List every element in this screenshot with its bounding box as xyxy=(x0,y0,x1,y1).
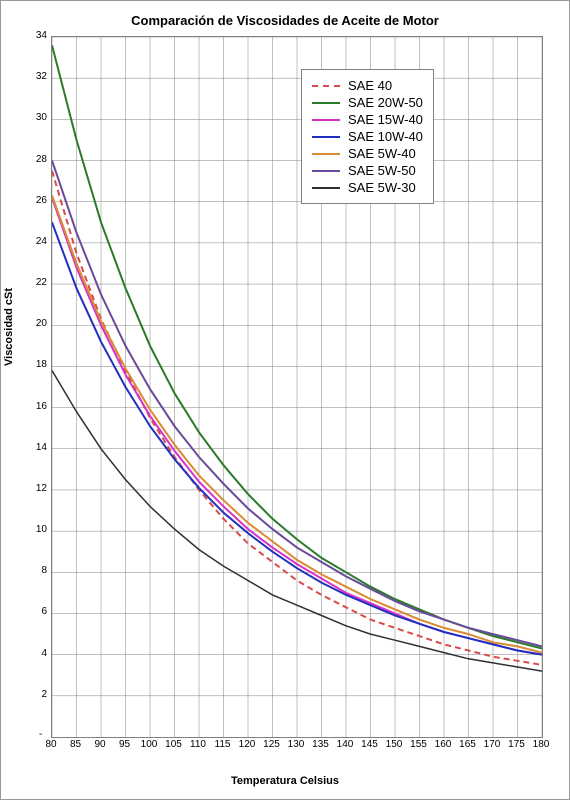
y-tick-label: 22 xyxy=(23,277,47,288)
x-tick-label: 100 xyxy=(137,739,161,750)
legend-item: SAE 5W-30 xyxy=(312,180,423,195)
x-tick-label: 145 xyxy=(358,739,382,750)
x-tick-label: 115 xyxy=(211,739,235,750)
legend-label: SAE 40 xyxy=(348,78,392,93)
y-tick-label: 30 xyxy=(23,112,47,123)
legend-item: SAE 15W-40 xyxy=(312,112,423,127)
legend-swatch xyxy=(312,170,340,172)
x-tick-label: 130 xyxy=(284,739,308,750)
x-tick-label: 140 xyxy=(333,739,357,750)
x-axis-label: Temperatura Celsius xyxy=(1,775,569,787)
y-tick-label: 2 xyxy=(23,689,47,700)
x-tick-label: 135 xyxy=(309,739,333,750)
legend-label: SAE 10W-40 xyxy=(348,129,423,144)
legend-label: SAE 5W-40 xyxy=(348,146,416,161)
legend-swatch xyxy=(312,102,340,104)
y-tick-label: 16 xyxy=(23,401,47,412)
y-tick-label: 26 xyxy=(23,195,47,206)
legend-label: SAE 5W-50 xyxy=(348,163,416,178)
legend-swatch xyxy=(312,136,340,138)
y-axis-label: Viscosidad cSt xyxy=(3,288,15,366)
legend-item: SAE 10W-40 xyxy=(312,129,423,144)
legend-swatch xyxy=(312,153,340,155)
x-tick-label: 125 xyxy=(260,739,284,750)
legend: SAE 40 SAE 20W-50 SAE 15W-40 SAE 10W-40 SAE … xyxy=(301,69,434,204)
legend-swatch xyxy=(312,187,340,189)
y-tick-label: 20 xyxy=(23,318,47,329)
x-tick-label: 110 xyxy=(186,739,210,750)
y-tick-label: 4 xyxy=(23,648,47,659)
x-tick-label: 95 xyxy=(113,739,137,750)
y-tick-label: 10 xyxy=(23,524,47,535)
chart-title: Comparación de Viscosidades de Aceite de… xyxy=(1,13,569,28)
x-tick-label: 105 xyxy=(162,739,186,750)
legend-item: SAE 5W-40 xyxy=(312,146,423,161)
y-tick-label: 28 xyxy=(23,154,47,165)
plot-area xyxy=(51,36,543,738)
y-tick-label: 8 xyxy=(23,565,47,576)
legend-swatch xyxy=(312,119,340,121)
x-tick-label: 120 xyxy=(235,739,259,750)
x-tick-label: 80 xyxy=(39,739,63,750)
y-tick-label: 34 xyxy=(23,30,47,41)
legend-swatch xyxy=(312,85,340,87)
y-tick-label: 6 xyxy=(23,606,47,617)
x-tick-label: 155 xyxy=(407,739,431,750)
x-tick-label: 160 xyxy=(431,739,455,750)
x-tick-label: 175 xyxy=(505,739,529,750)
legend-label: SAE 20W-50 xyxy=(348,95,423,110)
legend-label: SAE 15W-40 xyxy=(348,112,423,127)
legend-item: SAE 20W-50 xyxy=(312,95,423,110)
x-tick-label: 85 xyxy=(64,739,88,750)
legend-label: SAE 5W-30 xyxy=(348,180,416,195)
x-tick-label: 90 xyxy=(88,739,112,750)
legend-item: SAE 40 xyxy=(312,78,423,93)
y-tick-label: 32 xyxy=(23,71,47,82)
x-tick-label: 165 xyxy=(456,739,480,750)
x-tick-label: 170 xyxy=(480,739,504,750)
y-tick-label: 24 xyxy=(23,236,47,247)
x-tick-label: 150 xyxy=(382,739,406,750)
x-tick-label: 180 xyxy=(529,739,553,750)
chart-container: Comparación de Viscosidades de Aceite de… xyxy=(0,0,570,800)
y-tick-label: 12 xyxy=(23,483,47,494)
legend-item: SAE 5W-50 xyxy=(312,163,423,178)
y-tick-label: 18 xyxy=(23,359,47,370)
y-tick-label: 14 xyxy=(23,442,47,453)
